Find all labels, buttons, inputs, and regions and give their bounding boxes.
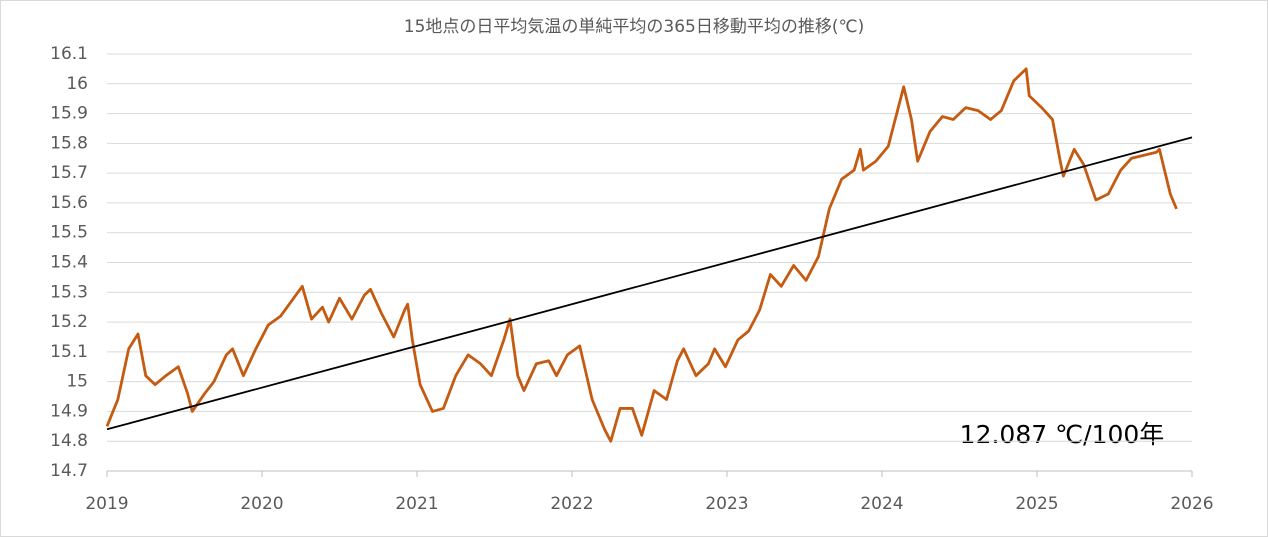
y-tick-label: 16 [66, 74, 88, 94]
y-tick-label: 15.4 [50, 253, 88, 273]
y-tick-label: 14.8 [50, 431, 88, 451]
data-line [105, 67, 1178, 443]
x-tick-label: 2019 [85, 494, 128, 514]
y-tick-label: 14.7 [50, 461, 88, 481]
x-tick-label: 2020 [240, 494, 283, 514]
annotation: 12.087 ℃/100年 [960, 420, 1165, 449]
y-tick-label: 15.3 [50, 282, 88, 302]
y-tick-label: 15.8 [50, 133, 88, 153]
x-tick-label: 2021 [395, 494, 438, 514]
x-tick-label: 2023 [705, 494, 748, 514]
x-tick-label: 2024 [860, 494, 903, 514]
y-tick-label: 16.1 [50, 44, 88, 64]
x-tick-label: 2026 [1170, 494, 1213, 514]
x-tick-label: 2022 [550, 494, 593, 514]
y-tick-label: 14.9 [50, 401, 88, 421]
y-tick-label: 15.9 [50, 104, 88, 124]
x-tick-label: 2025 [1015, 494, 1058, 514]
y-tick-label: 15.7 [50, 163, 88, 183]
trend-line [106, 136, 1193, 431]
y-tick-label: 15 [66, 372, 88, 392]
y-tick-label: 15.6 [50, 193, 88, 213]
y-tick-label: 15.2 [50, 312, 88, 332]
chart-title: 15地点の日平均気温の単純平均の365日移動平均の推移(℃) [404, 17, 864, 37]
y-tick-label: 15.1 [50, 342, 88, 362]
y-tick-label: 15.5 [50, 223, 88, 243]
